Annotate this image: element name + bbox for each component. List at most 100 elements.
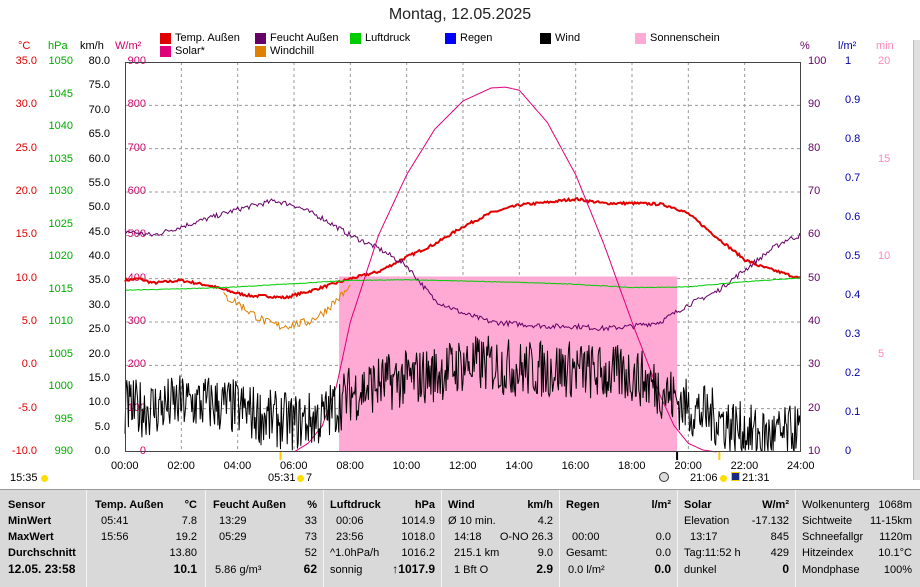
humidity-tick: 50 — [808, 271, 821, 284]
legend-regen[interactable]: Regen — [445, 32, 492, 44]
feucht-max-time: 05:29 — [219, 531, 247, 543]
extra-row3-value: 1120m — [879, 531, 912, 543]
temp-max-time: 15:56 — [101, 531, 129, 543]
wind-tick: 25.0 — [88, 323, 110, 336]
wind-unit: km/h — [527, 499, 553, 511]
rain-tick: 0 — [845, 445, 852, 457]
legend-feucht[interactable]: Feucht Außen — [255, 32, 339, 44]
solar-row2-time: 13:17 — [690, 531, 718, 543]
rain-tick: 0.8 — [845, 133, 861, 145]
legend-sonnenschein[interactable]: Sonnenschein — [635, 32, 720, 44]
pressure-tick: 1040 — [48, 120, 73, 132]
x-tick: 12:00 — [449, 460, 477, 472]
wind-swatch — [540, 32, 551, 44]
sunshine-tick: 5 — [878, 347, 885, 360]
wind-row1-label: Ø 10 min. — [448, 515, 496, 527]
feucht-extra: 5.86 g/m³ — [215, 564, 262, 576]
legend-wind[interactable]: Wind — [540, 32, 580, 44]
feucht-max-value: 73 — [304, 531, 317, 543]
x-tick: 08:00 — [336, 460, 364, 472]
solar-current: 0 — [782, 562, 789, 576]
wind-row4-label: 1 Bft O — [454, 564, 489, 576]
legend-wind-label: Wind — [555, 32, 581, 44]
wind-tick: 60.0 — [88, 152, 110, 165]
regen-unit: l/m² — [651, 499, 671, 511]
temp-tick: 0.0 — [21, 358, 37, 371]
legend-luftdruck[interactable]: Luftdruck — [350, 32, 410, 44]
legend-luftdruck-label: Luftdruck — [365, 32, 411, 44]
temp-tick: 30.0 — [15, 98, 37, 111]
plot-area — [125, 62, 801, 452]
wind-current: 2.9 — [536, 562, 553, 576]
pressure-tick: 1000 — [48, 380, 73, 392]
temp-tick: -10.0 — [11, 445, 37, 457]
moon-icon — [659, 472, 669, 482]
pressure-tick: 1045 — [48, 87, 73, 100]
solar-tick: 200 — [127, 358, 146, 371]
pressure-tick: 1005 — [48, 347, 73, 360]
wind-row3-value: 9.0 — [537, 547, 553, 559]
legend-temp-label: Temp. Außen — [175, 32, 240, 44]
feucht-current: 62 — [303, 562, 317, 576]
col-extra: Wolkenunterg 1068m Sichtweite 11-15km Sc… — [796, 490, 920, 587]
luftdruck-swatch — [350, 32, 361, 44]
x-tick: 04:00 — [223, 460, 252, 472]
legend-windchill[interactable]: Windchill — [255, 45, 314, 57]
humidity-tick: 70 — [808, 185, 821, 197]
sensor-min: MinWert — [8, 515, 52, 527]
humidity-tick: 80 — [808, 141, 821, 154]
rain-tick: 0.6 — [845, 211, 861, 223]
sensor-head: Sensor — [8, 499, 46, 511]
legend-solar[interactable]: Solar* — [160, 45, 205, 57]
pressure-tick: 1010 — [48, 315, 73, 327]
temp-tick: 5.0 — [21, 315, 37, 327]
wind-tick: 15.0 — [88, 371, 110, 384]
temp-current: 10.1 — [173, 562, 197, 576]
regen-row3-label: Gesamt: — [566, 547, 608, 559]
solar-row2-value: 845 — [770, 531, 789, 543]
druck-head: Luftdruck — [330, 499, 381, 511]
x-tick: 22:00 — [730, 460, 759, 472]
druck-unit: hPa — [414, 499, 435, 511]
weather-chart — [124, 62, 802, 460]
solar-row3-value: 429 — [770, 547, 789, 559]
feucht-head: Feucht Außen — [213, 499, 286, 511]
extra-row4-value: 10.1°C — [878, 547, 912, 559]
regen-row2-value: 0.0 — [655, 531, 671, 543]
feucht-swatch — [255, 32, 266, 44]
x-tick: 14:00 — [505, 460, 533, 472]
pressure-tick: 1030 — [48, 185, 73, 197]
wind-tick: 35.0 — [88, 274, 110, 287]
windchill-series-line — [223, 284, 351, 331]
sunrise-suffix: 7 — [306, 472, 313, 484]
solar-tick: 700 — [127, 141, 146, 154]
x-tick: 24:00 — [787, 460, 815, 472]
druck-min-time: 00:06 — [336, 515, 364, 527]
temp-tick: 10.0 — [15, 271, 37, 284]
feucht-unit: % — [307, 499, 317, 511]
pressure-tick: 1050 — [48, 55, 73, 67]
extra-row4-label: Hitzeindex — [802, 547, 854, 559]
druck-weather: sonnig — [330, 564, 363, 576]
legend-temp[interactable]: Temp. Außen — [160, 32, 240, 44]
temp-tick: -5.0 — [18, 401, 37, 414]
rain-tick: 1 — [845, 55, 852, 67]
extra-row1-value: 1068m — [878, 499, 912, 511]
wind-tick: 30.0 — [88, 298, 110, 311]
regen-row2-time: 00:00 — [572, 531, 600, 543]
pressure-tick: 995 — [54, 412, 73, 425]
page-title: Montag, 12.05.2025 — [388, 6, 532, 23]
wind-row3-label: 215.1 km — [454, 547, 500, 559]
extra-row1-label: Wolkenunterg — [802, 499, 870, 511]
feucht-avg: 52 — [304, 547, 317, 559]
solar-row1-label: Elevation — [684, 515, 730, 527]
sunshine-tick: 15 — [878, 152, 891, 165]
wind-tick: 75.0 — [88, 79, 110, 92]
regen-row4-label: 0.0 l/m² — [568, 564, 605, 576]
luftdruck-series-line — [124, 277, 802, 291]
scrollbar[interactable] — [913, 40, 920, 480]
pressure-tick: 1020 — [48, 250, 73, 262]
legend-sonnenschein-label: Sonnenschein — [650, 32, 720, 44]
solar-tick: 500 — [127, 228, 146, 241]
temp-min-value: 7.8 — [181, 515, 197, 527]
